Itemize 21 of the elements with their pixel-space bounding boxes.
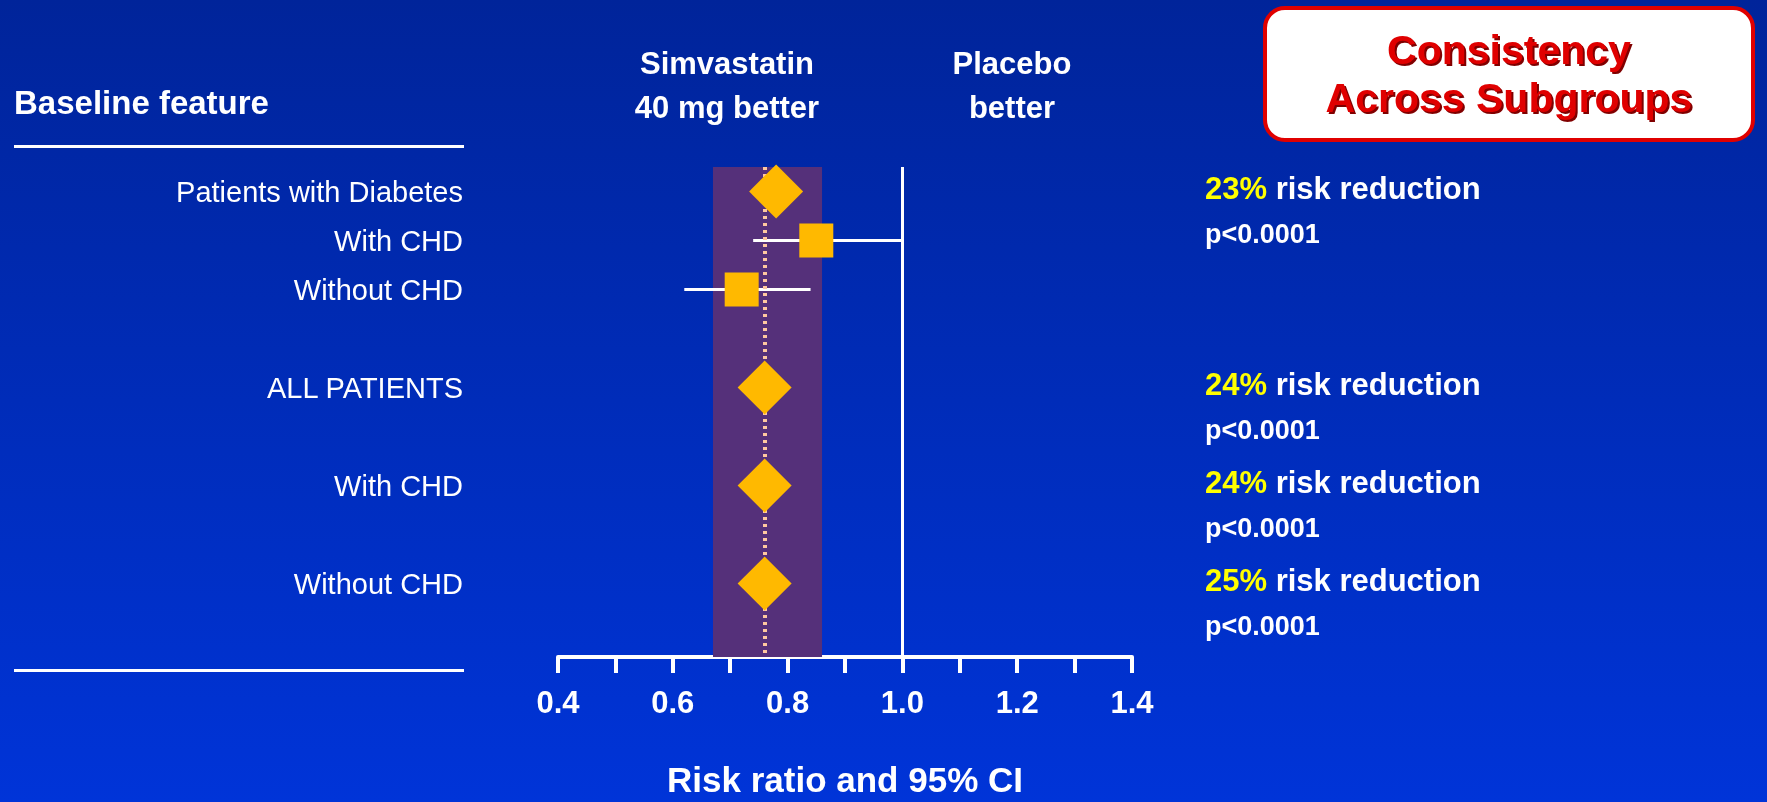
text: 24% risk reduction p<0.0001 (1205, 463, 1481, 545)
y-tick-label: With CHD (334, 469, 463, 502)
y-tick-label: ALL PATIENTS (266, 371, 463, 404)
y-tick-label: Patients with Diabetes (176, 175, 463, 208)
text: 23% risk reduction p<0.0001 (1205, 169, 1481, 251)
text: Simvastatin 40 mg better (634, 45, 820, 127)
x-tick-label: 1.4 (1110, 685, 1155, 720)
x-tick-label: 0.6 (651, 685, 695, 720)
y-tick-label: With CHD (334, 224, 463, 257)
text: Baseline feature (14, 84, 269, 122)
x-tick-label: 1.0 (880, 685, 924, 720)
text: Placebo better (952, 45, 1072, 127)
y-tick-label: Without CHD (293, 273, 463, 306)
text: Consistency Across Subgroups (1263, 6, 1755, 142)
x-tick-label: 0.4 (536, 685, 581, 720)
text: 24% risk reduction p<0.0001 (1205, 365, 1481, 447)
text: 25% risk reduction p<0.0001 (1205, 561, 1481, 643)
x-tick-label: 1.2 (995, 685, 1039, 720)
x-tick-label: 0.8 (766, 685, 810, 720)
y-tick-label: Without CHD (293, 567, 463, 600)
x-axis-title: Risk ratio and 95% CI (667, 760, 1023, 799)
